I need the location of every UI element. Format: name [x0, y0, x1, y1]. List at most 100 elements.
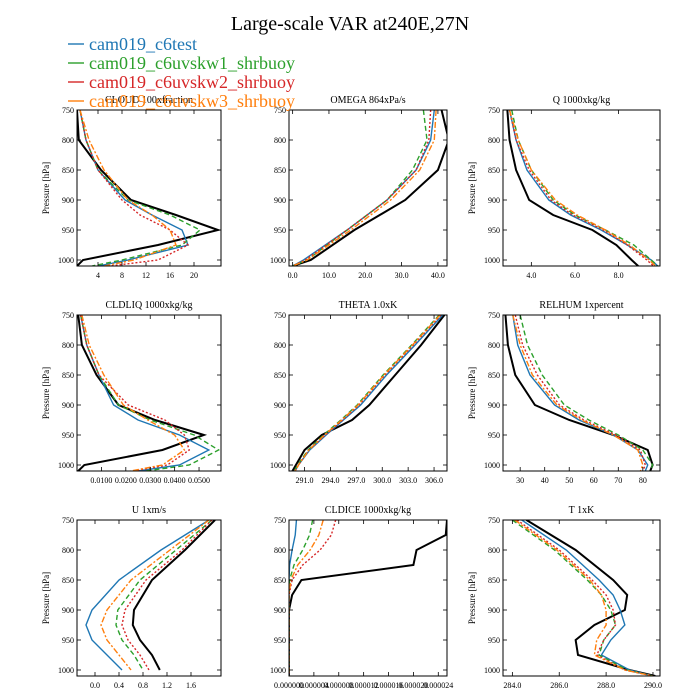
axes-frame [288, 109, 448, 267]
x-tick-label: 0.000004 [299, 681, 329, 690]
y-tick-label: 1000 [484, 666, 500, 675]
y-tick-label: 800 [274, 546, 286, 555]
panel-8: 75080085090095010000.0000000.0000040.000… [270, 505, 453, 690]
y-axis-label: Pressure [hPa] [467, 367, 477, 419]
x-tick-label: 294.0 [321, 476, 339, 485]
series-line-cam019_c6test [512, 315, 649, 471]
y-tick-label: 950 [62, 636, 74, 645]
y-tick-label: 800 [274, 341, 286, 350]
y-tick-label: 900 [62, 196, 74, 205]
x-tick-label: 8.0 [614, 271, 624, 280]
x-tick-label: 20 [190, 271, 198, 280]
series-line-cam019_c6uvskw1_shrbuoy [115, 520, 213, 671]
series-line-black [131, 520, 216, 671]
series-line-black [525, 520, 656, 676]
x-tick-label: 284.0 [503, 681, 521, 690]
panel-title: CLDICE 1000xkg/kg [325, 505, 411, 516]
y-axis-label: Pressure [hPa] [41, 572, 51, 624]
y-tick-label: 750 [62, 311, 74, 320]
y-axis-label: Pressure [hPa] [467, 162, 477, 214]
y-tick-label: 900 [274, 606, 286, 615]
y-tick-label: 800 [488, 546, 500, 555]
series-line-cam019_c6uvskw3_shrbuoy [292, 110, 437, 266]
x-tick-label: 291.0 [296, 476, 314, 485]
y-tick-label: 850 [274, 166, 286, 175]
panel-3: 750 800 850 900 950 1000 4.0 6.0 8.0 Q 1000xkg/kg… [467, 95, 661, 280]
x-tick-label: 16 [166, 271, 174, 280]
x-tick-label: 288.0 [597, 681, 615, 690]
series-line-cam019_c6uvskw3_shrbuoy [289, 520, 324, 676]
series-line-cam019_c6uvskw1_shrbuoy [289, 520, 314, 676]
series-line-cam019_c6uvskw3_shrbuoy [514, 520, 654, 676]
x-tick-label: 0.0100 [90, 476, 112, 485]
series-line-black [504, 315, 654, 471]
panels-group: 750 800 850 900 950 1000 4 8 12 16 20 CLOUD 100xfra… [41, 95, 662, 690]
x-tick-label: 60 [590, 476, 598, 485]
series-line-cam019_c6test [521, 520, 654, 676]
x-tick-label: 40.0 [431, 271, 445, 280]
y-tick-label: 900 [274, 401, 286, 410]
y-tick-label: 950 [488, 226, 500, 235]
x-tick-label: 1.2 [162, 681, 172, 690]
series-line-black [77, 110, 221, 266]
x-tick-label: 0.000020 [398, 681, 428, 690]
panel-title: THETA 1.0xK [339, 300, 398, 311]
series-line-cam019_c6uvskw1_shrbuoy [292, 110, 428, 266]
axes-frame [288, 519, 448, 677]
y-tick-label: 850 [274, 576, 286, 585]
x-tick-label: 6.0 [570, 271, 580, 280]
x-tick-label: 0.0 [90, 681, 100, 690]
series-line-cam019_c6uvskw2_shrbuoy [292, 110, 432, 266]
y-tick-label: 900 [488, 196, 500, 205]
y-tick-label: 800 [62, 546, 74, 555]
axes-frame [76, 519, 222, 677]
series-line-cam019_c6uvskw3_shrbuoy [81, 315, 186, 471]
y-tick-label: 950 [488, 636, 500, 645]
x-tick-label: 286.0 [550, 681, 568, 690]
y-tick-label: 950 [62, 226, 74, 235]
y-tick-label: 750 [488, 311, 500, 320]
y-tick-label: 1000 [270, 666, 286, 675]
y-tick-label: 800 [62, 136, 74, 145]
series-line-cam019_c6uvskw1_shrbuoy [511, 110, 659, 266]
y-tick-label: 950 [274, 431, 286, 440]
series-line-cam019_c6test [79, 110, 189, 266]
axes-frame [76, 314, 222, 472]
x-tick-label: 0.0200 [115, 476, 137, 485]
x-tick-label: 0.8 [138, 681, 148, 690]
panel-1: 750 800 850 900 950 1000 4 8 12 16 20 CLOUD 100xfra… [41, 95, 222, 280]
x-tick-label: 12 [142, 271, 150, 280]
y-tick-label: 900 [62, 401, 74, 410]
panel-7: 750 800 850 900 950 1000 0.0 0.4 0.8 1.2 1.6 U 1xm/… [41, 505, 222, 690]
series-line-cam019_c6test [508, 110, 659, 266]
x-tick-label: 306.0 [425, 476, 443, 485]
y-tick-label: 1000 [58, 256, 74, 265]
y-tick-label: 800 [488, 341, 500, 350]
y-tick-label: 900 [62, 606, 74, 615]
series-line-cam019_c6uvskw3_shrbuoy [100, 520, 210, 671]
series-line-cam019_c6uvskw1_shrbuoy [293, 315, 440, 471]
panel-title: OMEGA 864xPa/s [330, 95, 405, 106]
series-line-cam019_c6uvskw2_shrbuoy [121, 520, 213, 671]
x-tick-label: 0.4 [114, 681, 124, 690]
x-tick-label: 0.0300 [139, 476, 161, 485]
y-tick-label: 850 [62, 576, 74, 585]
y-tick-label: 950 [274, 226, 286, 235]
x-tick-label: 0.000008 [324, 681, 354, 690]
y-tick-label: 800 [488, 136, 500, 145]
y-tick-label: 900 [488, 606, 500, 615]
y-axis-label: Pressure [hPa] [41, 367, 51, 419]
y-axis-label: Pressure [hPa] [467, 572, 477, 624]
legend: cam019_c6testcam019_c6uvskw1_shrbuoycam0… [68, 34, 295, 111]
y-tick-label: 850 [488, 166, 500, 175]
y-tick-label: 1000 [484, 256, 500, 265]
axes-frame [76, 109, 222, 267]
y-tick-label: 750 [274, 106, 286, 115]
legend-entry-label: cam019_c6uvskw2_shrbuoy [89, 72, 295, 92]
x-tick-label: 0.0 [288, 271, 298, 280]
y-tick-label: 1000 [58, 461, 74, 470]
x-tick-label: 30.0 [395, 271, 409, 280]
series-line-black [77, 315, 208, 471]
